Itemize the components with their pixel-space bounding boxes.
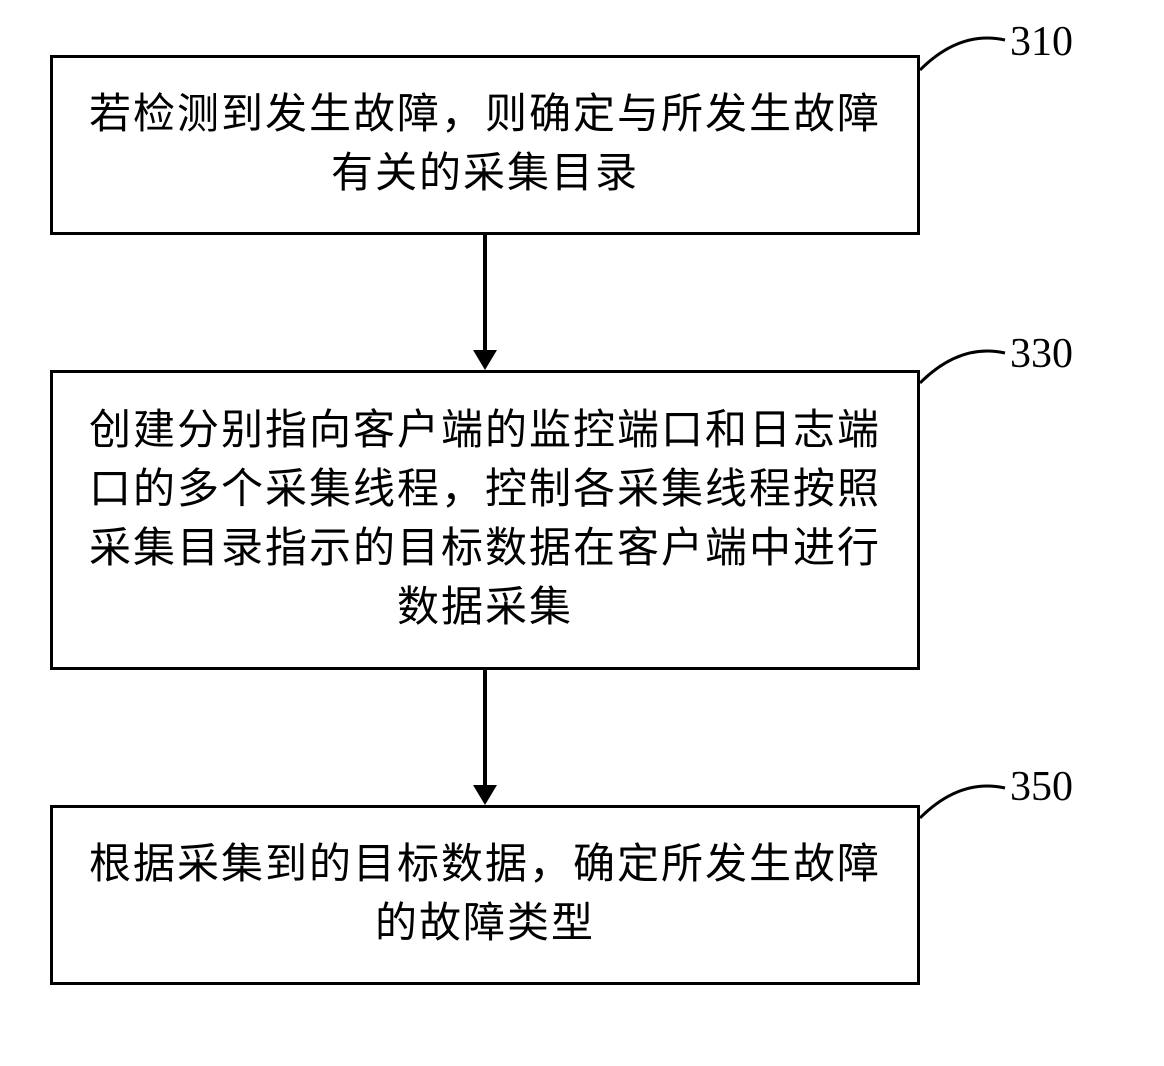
arrow-line-2 (483, 670, 487, 785)
arrow-head-2 (473, 785, 497, 805)
node-text-350: 根据采集到的目标数据，确定所发生故障的故障类型 (83, 836, 887, 954)
node-text-310: 若检测到发生故障，则确定与所发生故障有关的采集目录 (83, 86, 887, 204)
flowchart-node-330: 创建分别指向客户端的监控端口和日志端口的多个采集线程，控制各采集线程按照采集目录… (50, 370, 920, 670)
arrow-line-1 (483, 235, 487, 350)
step-label-330: 330 (1010, 330, 1073, 378)
flowchart-node-350: 根据采集到的目标数据，确定所发生故障的故障类型 (50, 805, 920, 985)
flowchart-container: 若检测到发生故障，则确定与所发生故障有关的采集目录 310 创建分别指向客户端的… (0, 0, 1164, 1066)
flowchart-node-310: 若检测到发生故障，则确定与所发生故障有关的采集目录 (50, 55, 920, 235)
step-label-350: 350 (1010, 763, 1073, 811)
node-text-330: 创建分别指向客户端的监控端口和日志端口的多个采集线程，控制各采集线程按照采集目录… (83, 402, 887, 637)
arrow-head-1 (473, 350, 497, 370)
step-label-310: 310 (1010, 18, 1073, 66)
